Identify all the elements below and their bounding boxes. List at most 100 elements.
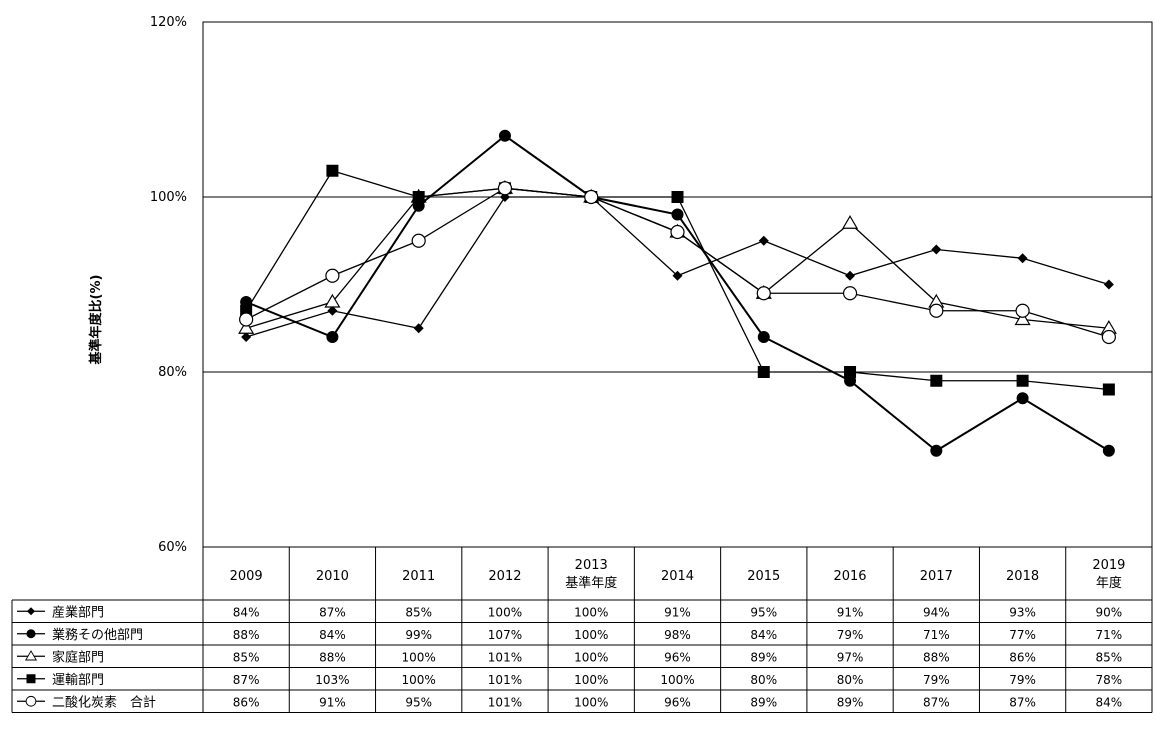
data-point bbox=[413, 323, 424, 334]
data-label: 89% bbox=[750, 695, 777, 709]
data-label: 91% bbox=[664, 605, 691, 619]
data-label: 96% bbox=[664, 695, 691, 709]
series-layer bbox=[238, 129, 1117, 457]
data-point bbox=[671, 208, 684, 221]
category-label: 2014 bbox=[661, 569, 694, 584]
data-label: 100% bbox=[574, 695, 608, 709]
data-label: 93% bbox=[1009, 605, 1036, 619]
data-label: 98% bbox=[664, 628, 691, 642]
data-label: 86% bbox=[233, 695, 260, 709]
category-label: 2019 bbox=[1092, 558, 1125, 573]
data-point bbox=[842, 286, 858, 301]
category-label: 2009 bbox=[230, 569, 263, 584]
data-point bbox=[758, 235, 769, 246]
data-label: 100% bbox=[574, 673, 608, 687]
data-label: 91% bbox=[837, 605, 864, 619]
data-point bbox=[325, 268, 340, 283]
data-label: 71% bbox=[923, 628, 950, 642]
data-point bbox=[326, 164, 339, 177]
data-label: 101% bbox=[488, 695, 522, 709]
series-2 bbox=[240, 129, 1115, 457]
y-tick-label: 60% bbox=[158, 540, 187, 555]
data-point bbox=[1016, 392, 1029, 405]
data-point bbox=[845, 270, 856, 281]
legend-marker bbox=[27, 607, 35, 616]
data-label: 78% bbox=[1096, 673, 1123, 687]
data-label: 84% bbox=[233, 605, 260, 619]
category-label: 2013 bbox=[575, 558, 608, 573]
data-point bbox=[1014, 311, 1031, 326]
data-point bbox=[757, 331, 770, 343]
data-point bbox=[1015, 303, 1030, 318]
data-label: 100% bbox=[402, 673, 436, 687]
series-5 bbox=[239, 181, 1116, 345]
series-name: 産業部門 bbox=[52, 604, 104, 620]
data-point bbox=[931, 244, 942, 255]
data-label: 100% bbox=[574, 650, 608, 664]
data-point bbox=[1102, 444, 1115, 457]
y-axis-label: 基準年度比(%) bbox=[88, 275, 104, 366]
data-point bbox=[670, 224, 685, 240]
data-point bbox=[241, 332, 252, 342]
category-label: 2012 bbox=[488, 569, 521, 584]
data-point bbox=[412, 191, 425, 203]
data-label: 88% bbox=[923, 650, 950, 664]
legend-marker bbox=[26, 629, 36, 639]
data-point bbox=[756, 286, 771, 301]
data-label: 87% bbox=[233, 673, 260, 687]
category-label: 2018 bbox=[1006, 569, 1039, 584]
data-table: 2009 2010 2011 2012 2013 基準年度 2014 2015 2016 2017… bbox=[11, 547, 1153, 713]
data-label: 85% bbox=[1096, 650, 1123, 664]
data-label: 88% bbox=[233, 628, 260, 642]
category-sublabel: 年度 bbox=[1096, 575, 1122, 591]
legend-marker bbox=[24, 650, 38, 661]
series-name: 業務その他部門 bbox=[52, 627, 143, 643]
category-label: 2016 bbox=[833, 569, 866, 584]
data-label: 79% bbox=[837, 628, 864, 642]
data-label: 97% bbox=[837, 650, 864, 664]
data-label: 85% bbox=[233, 650, 260, 664]
data-label: 85% bbox=[405, 605, 432, 619]
data-label: 88% bbox=[319, 650, 346, 664]
data-label: 90% bbox=[1096, 605, 1123, 619]
data-point bbox=[327, 305, 338, 316]
data-label: 103% bbox=[315, 673, 349, 687]
data-label: 89% bbox=[750, 650, 777, 664]
category-sublabel: 基準年度 bbox=[565, 575, 617, 591]
data-label: 87% bbox=[923, 695, 950, 709]
data-label: 77% bbox=[1009, 628, 1036, 642]
data-point bbox=[326, 331, 339, 343]
data-label: 80% bbox=[750, 673, 777, 687]
y-tick-label: 120% bbox=[150, 15, 187, 30]
data-point bbox=[1017, 253, 1028, 264]
series-4 bbox=[240, 164, 1115, 396]
data-label: 107% bbox=[488, 628, 522, 642]
data-label: 101% bbox=[488, 673, 522, 687]
data-label: 95% bbox=[750, 605, 777, 619]
y-tick-label: 100% bbox=[150, 190, 187, 205]
data-label: 94% bbox=[923, 605, 950, 619]
plot-area bbox=[202, 21, 1153, 548]
data-label: 84% bbox=[1096, 695, 1123, 709]
data-label: 101% bbox=[488, 650, 522, 664]
data-label: 91% bbox=[319, 695, 346, 709]
category-label: 2010 bbox=[316, 569, 349, 584]
data-label: 100% bbox=[574, 628, 608, 642]
data-point bbox=[1101, 329, 1116, 345]
category-label: 2015 bbox=[747, 569, 780, 584]
legend-marker bbox=[25, 695, 37, 707]
data-label: 96% bbox=[664, 650, 691, 664]
data-label: 100% bbox=[488, 605, 522, 619]
data-point bbox=[842, 215, 859, 229]
category-label: 2017 bbox=[920, 569, 953, 584]
data-label: 87% bbox=[319, 605, 346, 619]
data-point bbox=[844, 366, 857, 378]
data-point bbox=[930, 374, 943, 387]
data-point bbox=[1103, 279, 1114, 290]
data-label: 79% bbox=[1009, 673, 1036, 687]
y-tick-label: 80% bbox=[158, 365, 187, 380]
data-label: 100% bbox=[574, 605, 608, 619]
data-label: 86% bbox=[1009, 650, 1036, 664]
data-point bbox=[930, 444, 943, 457]
data-label: 99% bbox=[405, 628, 432, 642]
